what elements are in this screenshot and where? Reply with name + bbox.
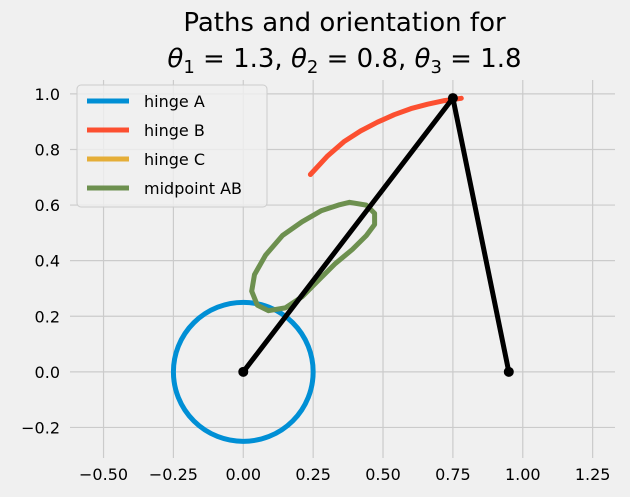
legend-box bbox=[76, 84, 268, 208]
chart-title-line1: Paths and orientation for bbox=[183, 8, 506, 38]
y-tick-label: 1.0 bbox=[35, 85, 60, 104]
x-tick-label: −0.25 bbox=[149, 465, 198, 484]
linkage-joint bbox=[503, 366, 514, 377]
linkage-joint bbox=[447, 93, 458, 104]
series-hinge-A-path bbox=[170, 299, 316, 444]
y-tick-label: 0.8 bbox=[35, 140, 60, 159]
title-part: = 1.8 bbox=[442, 44, 522, 74]
title-part: 2 bbox=[307, 57, 318, 78]
title-part: = 1.3, bbox=[195, 44, 291, 74]
series-hinge-B-path bbox=[307, 95, 464, 177]
title-part: θ bbox=[291, 44, 307, 74]
y-tick-label: 0.2 bbox=[35, 307, 60, 326]
series-midpoint-AB-path bbox=[249, 199, 378, 314]
y-tick-label: 0.0 bbox=[35, 363, 60, 382]
title-part: θ bbox=[167, 44, 183, 74]
y-tick-label: 0.6 bbox=[35, 196, 60, 215]
title-part: = 0.8, bbox=[318, 44, 414, 74]
y-tick-label: 0.4 bbox=[35, 252, 60, 271]
x-tick-label: 0.75 bbox=[435, 465, 471, 484]
title-part: 3 bbox=[430, 57, 441, 78]
x-tick-label: −0.50 bbox=[79, 465, 128, 484]
x-tick-label: 0.25 bbox=[295, 465, 331, 484]
title-part: 1 bbox=[183, 57, 194, 78]
x-tick-label: 0.50 bbox=[365, 465, 401, 484]
x-tick-label: 1.00 bbox=[505, 465, 541, 484]
legend-label: hinge A bbox=[144, 92, 205, 111]
linkage-joint bbox=[238, 366, 249, 377]
legend-label: hinge B bbox=[144, 121, 205, 140]
legend-label: hinge C bbox=[144, 150, 205, 169]
title-part: θ bbox=[415, 44, 431, 74]
x-tick-label: 0.00 bbox=[225, 465, 261, 484]
x-tick-label: 1.25 bbox=[575, 465, 611, 484]
y-tick-label: −0.2 bbox=[21, 418, 60, 437]
legend-label: midpoint AB bbox=[144, 179, 242, 198]
chart-title-line2: θ1 = 1.3, θ2 = 0.8, θ3 = 1.8 bbox=[167, 44, 521, 78]
